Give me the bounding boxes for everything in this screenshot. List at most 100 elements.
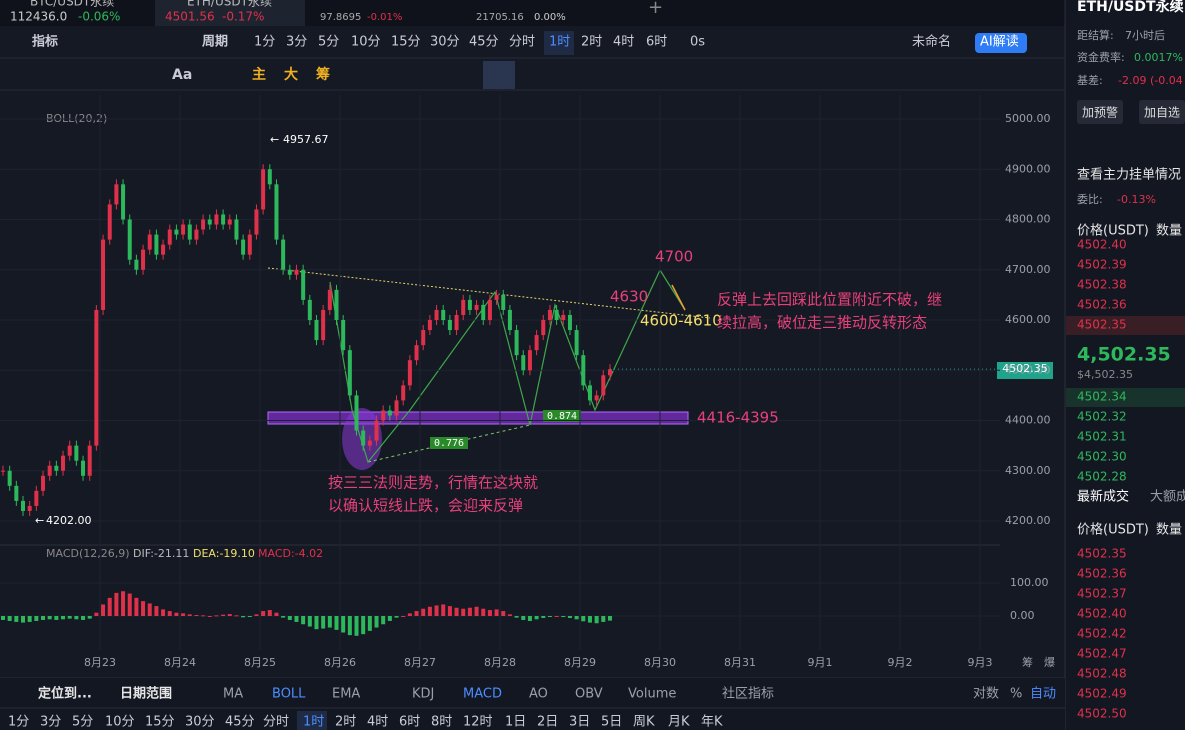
toolbar-item[interactable]: 0s (690, 35, 705, 50)
toolbar-item[interactable]: 10分 (351, 35, 381, 50)
period[interactable]: 1时 (303, 715, 324, 730)
period[interactable]: 2日 (537, 715, 558, 730)
active-tool (483, 61, 515, 89)
candle (487, 299, 492, 320)
draw-tool[interactable]: 筹 (316, 66, 330, 83)
period[interactable]: 6时 (399, 715, 420, 730)
period[interactable]: 15分 (145, 715, 175, 730)
macd-bar (14, 616, 19, 622)
button[interactable] (1139, 100, 1185, 124)
candle (41, 475, 46, 491)
macd-bar (101, 604, 106, 616)
toolbar-item[interactable]: 6时 (646, 35, 667, 50)
period[interactable]: 5分 (72, 715, 93, 730)
x-tick-label: 8月25 (244, 656, 276, 669)
macd-bar (534, 616, 539, 620)
draw-tool[interactable]: Aa (172, 67, 192, 83)
bottom-item[interactable]: 社区指标 (722, 686, 774, 702)
draw-tool[interactable]: 主 (252, 66, 266, 83)
toolbar-item[interactable]: 3分 (286, 35, 307, 50)
toolbar-item[interactable]: 1时 (549, 35, 570, 50)
period[interactable]: 10分 (105, 715, 135, 730)
macd-bar (334, 616, 339, 630)
toolbar-item[interactable]: 4时 (613, 35, 634, 50)
button-label[interactable]: 加预警 (1082, 105, 1118, 120)
period[interactable]: 3日 (569, 715, 590, 730)
tab[interactable]: 大额成 (1150, 490, 1185, 505)
toolbar-item[interactable]: 2时 (581, 35, 602, 50)
macd-bar (527, 616, 532, 621)
toolbar-item[interactable]: 15分 (391, 35, 421, 50)
period[interactable]: 4时 (367, 715, 388, 730)
y-tick-label: 4300.00 (1005, 464, 1051, 477)
period[interactable]: 8时 (431, 715, 452, 730)
ask-price: 4502.36 (1077, 298, 1127, 312)
candle (21, 500, 26, 511)
bottom-item[interactable]: KDJ (412, 687, 434, 702)
candle (447, 320, 452, 331)
bottom-item[interactable]: BOLL (272, 687, 306, 702)
bottom-item[interactable]: 自动 (1030, 687, 1056, 702)
period[interactable]: 周K (633, 715, 655, 730)
draw-tool[interactable]: 大 (284, 66, 298, 83)
bottom-item[interactable]: MACD (463, 687, 502, 702)
period[interactable]: 月K (668, 715, 690, 730)
period[interactable]: 1日 (505, 715, 526, 730)
period[interactable]: 5日 (601, 715, 622, 730)
period[interactable]: 45分 (225, 715, 255, 730)
period[interactable]: 30分 (185, 715, 215, 730)
period[interactable]: 1分 (8, 715, 29, 730)
period[interactable]: 12时 (463, 715, 493, 730)
bid-price: 4502.34 (1077, 390, 1127, 404)
period[interactable]: 3分 (40, 715, 61, 730)
bottom-item[interactable]: % (1010, 687, 1022, 702)
y-tick-label: 0.00 (1010, 609, 1035, 622)
macd-bar (387, 616, 392, 621)
toolbar-item[interactable]: 周期 (202, 35, 228, 50)
candle (7, 470, 12, 486)
macd-bar (87, 616, 92, 619)
toolbar-item[interactable]: 5分 (318, 35, 339, 50)
candle (587, 385, 592, 401)
toolbar-item[interactable]: 未命名 (912, 34, 951, 50)
button[interactable] (1077, 100, 1123, 124)
y-tick-label: 4800.00 (1005, 213, 1051, 226)
period[interactable]: 年K (701, 715, 723, 730)
macd-bar (601, 616, 606, 622)
add-tab[interactable]: + (648, 0, 663, 18)
link[interactable]: 查看主力挂单情况 (1077, 167, 1181, 183)
annotation: 4700 (655, 248, 693, 266)
x-tick-label: 8月30 (644, 656, 676, 669)
candle (27, 505, 32, 511)
toolbar-item[interactable]: 30分 (430, 35, 460, 50)
macd-bar (167, 611, 172, 616)
bottom-item[interactable]: MA (223, 687, 243, 702)
trade-price: 4502.35 (1077, 547, 1127, 561)
tab-change: -0.17% (222, 10, 264, 24)
macd-bar (294, 616, 299, 622)
candle (1, 470, 5, 472)
macd-bar (347, 616, 352, 636)
bottom-item[interactable]: 日期范围 (120, 686, 172, 702)
button-label[interactable]: 加自选 (1144, 106, 1180, 120)
header: 价格(USDT) (1077, 223, 1149, 239)
bottom-item[interactable]: EMA (332, 687, 360, 702)
bottom-item[interactable]: 对数 (973, 687, 999, 702)
bottom-item[interactable]: 定位到... (37, 686, 92, 702)
macd-bar (561, 616, 566, 617)
toolbar-item[interactable]: 指标 (32, 34, 58, 50)
period[interactable]: 分时 (263, 715, 289, 730)
bottom-item[interactable]: OBV (575, 687, 603, 702)
period[interactable]: 2时 (335, 715, 356, 730)
bottom-item[interactable]: Volume (628, 687, 676, 702)
toolbar-item[interactable]: AI解读 (980, 35, 1019, 50)
bottom-item[interactable]: AO (529, 687, 548, 702)
toolbar-item[interactable]: 1分 (254, 35, 275, 50)
ai-button[interactable] (975, 33, 1027, 53)
toolbar-item[interactable]: 分时 (509, 35, 535, 50)
toolbar-item[interactable]: 45分 (469, 35, 499, 50)
tab[interactable]: 最新成交 (1077, 489, 1129, 505)
macd-bar (287, 616, 292, 620)
macd-bar (607, 616, 612, 621)
